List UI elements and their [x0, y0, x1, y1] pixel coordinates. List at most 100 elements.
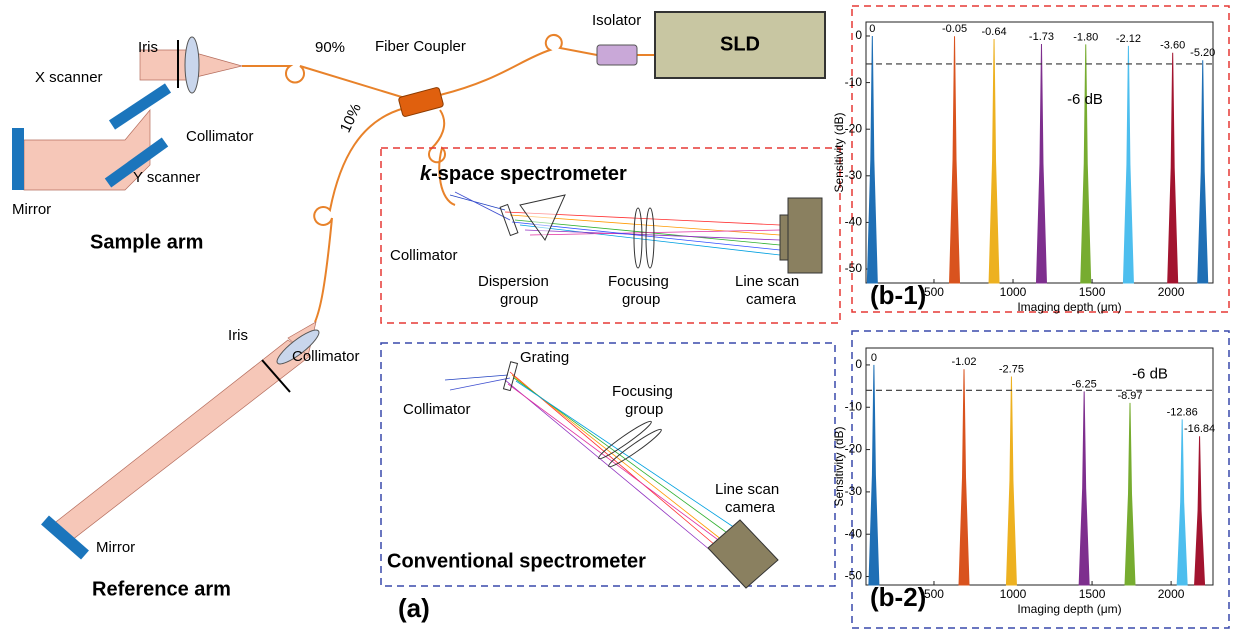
label: Mirror — [12, 201, 51, 218]
value-label: -1.80 — [1073, 31, 1098, 43]
value-label: -0.64 — [982, 26, 1007, 38]
fiber — [242, 66, 405, 98]
label: Fiber Coupler — [375, 38, 466, 55]
label: Collimator — [292, 348, 360, 365]
threshold-label: -6 dB — [1067, 91, 1103, 108]
value-label: -1.73 — [1029, 31, 1054, 43]
sample-mirror — [12, 128, 24, 190]
threshold-label: -6 dB — [1132, 365, 1168, 382]
label-line: group — [500, 291, 538, 308]
value-label: 0 — [871, 352, 877, 364]
value-label: 0 — [869, 23, 875, 35]
lens — [646, 208, 654, 268]
value-label: -0.05 — [942, 23, 967, 35]
charts: -50 -40 -30 -20 -10 0 500 1000 1500 2000 0 -0.05 -0.… — [832, 22, 1215, 616]
value-label: -5.20 — [1190, 47, 1215, 59]
label: Line scancamera — [735, 273, 799, 308]
camera — [788, 198, 822, 273]
label: 90% — [315, 39, 345, 56]
label: k-space spectrometer — [420, 163, 627, 185]
x-tick-label: 500 — [924, 587, 944, 601]
y-tick-label: -20 — [845, 121, 863, 135]
y-tick-label: -20 — [845, 442, 863, 456]
value-label: -2.12 — [1116, 33, 1141, 45]
label-line: group — [622, 291, 660, 308]
y-tick-label: -50 — [845, 569, 863, 583]
camera — [780, 215, 788, 260]
label: Collimator — [403, 401, 471, 418]
x-tick-label: 1000 — [1000, 587, 1027, 601]
label: Y scanner — [133, 169, 200, 186]
label: 10% — [337, 101, 365, 135]
label: Isolator — [592, 12, 641, 29]
y-axis-label: Sensitivity (dB) — [832, 112, 846, 192]
x-tick-label: 2000 — [1158, 285, 1185, 299]
y-tick-label: 0 — [855, 28, 862, 42]
x-axis-label: Imaging depth (μm) — [1017, 300, 1121, 314]
value-label: -8.97 — [1117, 390, 1142, 402]
label-part: -space spectrometer — [431, 163, 627, 185]
panel-label: (b-2) — [870, 582, 926, 612]
value-label: -3.60 — [1160, 40, 1185, 52]
value-label: -2.75 — [999, 363, 1024, 375]
y-axis-label: Sensitivity (dB) — [832, 426, 846, 506]
label-line: Dispersion — [478, 273, 549, 290]
conv-rays — [445, 372, 738, 550]
y-tick-label: 0 — [855, 357, 862, 371]
label: X scanner — [35, 69, 103, 86]
label: Collimator — [186, 128, 254, 145]
y-tick-label: -50 — [845, 261, 863, 275]
label: Grating — [520, 349, 569, 366]
k-rays — [450, 192, 780, 255]
panel-label: (a) — [398, 593, 430, 623]
value-label: -6.25 — [1072, 378, 1097, 390]
label: Sample arm — [90, 231, 203, 253]
y-tick-label: -30 — [845, 168, 863, 182]
x-tick-label: 1500 — [1079, 285, 1106, 299]
label: Collimator — [390, 247, 458, 264]
label-line: group — [625, 401, 663, 418]
label: Focusinggroup — [612, 383, 673, 418]
label: Mirror — [96, 539, 135, 556]
label: Reference arm — [92, 578, 231, 600]
isolator — [597, 45, 637, 65]
x-axis-label: Imaging depth (μm) — [1017, 602, 1121, 616]
fiber — [429, 110, 455, 205]
label: Conventional spectrometer — [387, 550, 646, 572]
label-line: camera — [725, 499, 776, 516]
x-scanner — [112, 88, 168, 125]
plot-area — [866, 348, 1213, 585]
prism — [520, 195, 565, 240]
label: Iris — [138, 39, 158, 56]
y-tick-label: -10 — [845, 399, 863, 413]
label-line: Focusing — [612, 383, 673, 400]
y-tick-label: -40 — [845, 215, 863, 229]
value-label: -12.86 — [1167, 406, 1198, 418]
label: Iris — [228, 327, 248, 344]
label-line: Line scan — [735, 273, 799, 290]
fiber — [314, 108, 405, 322]
y-tick-label: -40 — [845, 526, 863, 540]
figure: Iris X scanner Collimator Y scanner Mirr… — [0, 0, 1235, 629]
value-label: -1.02 — [951, 356, 976, 368]
collimator-lens — [185, 37, 199, 93]
label: Line scancamera — [715, 481, 779, 516]
sample-beam — [24, 110, 150, 190]
value-label: -16.84 — [1184, 423, 1215, 435]
label-line: Focusing — [608, 273, 669, 290]
camera — [708, 520, 778, 588]
fiber-coupler — [398, 87, 444, 117]
label-line: Line scan — [715, 481, 779, 498]
x-tick-label: 500 — [924, 285, 944, 299]
y-tick-label: -30 — [845, 484, 863, 498]
x-tick-label: 1500 — [1079, 587, 1106, 601]
y-tick-label: -10 — [845, 75, 863, 89]
panel-label: (b-1) — [870, 280, 926, 310]
label: SLD — [720, 33, 760, 55]
label: Dispersiongroup — [478, 273, 549, 308]
x-tick-label: 2000 — [1158, 587, 1185, 601]
x-tick-label: 1000 — [1000, 285, 1027, 299]
label-line: camera — [746, 291, 797, 308]
lens — [596, 418, 653, 461]
label: Focusinggroup — [608, 273, 669, 308]
